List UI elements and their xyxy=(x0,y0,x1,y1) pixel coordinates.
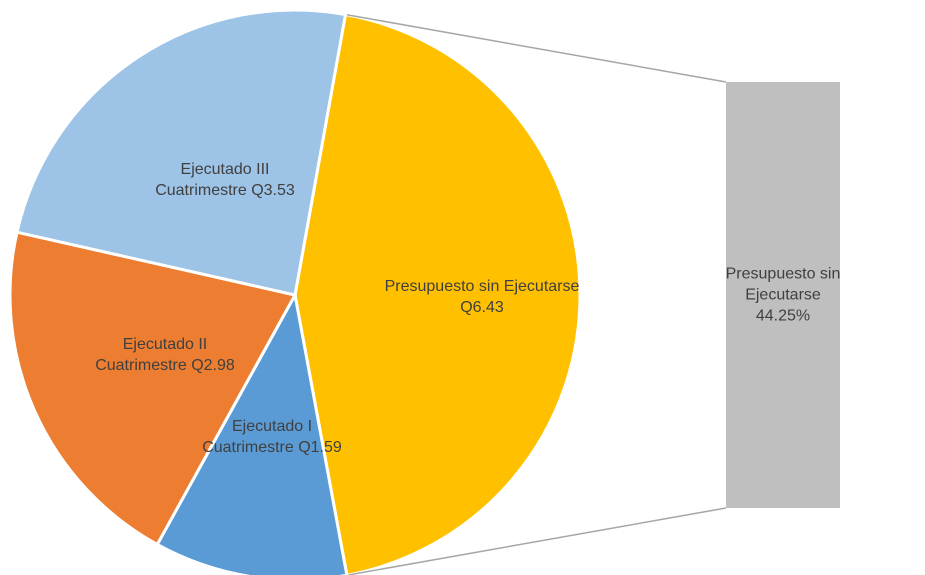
bar-label: Presupuesto sin Ejecutarse 44.25% xyxy=(724,264,842,327)
bar-value-label: 44.25% xyxy=(755,307,811,325)
pie-slice xyxy=(15,8,348,297)
pie-slice xyxy=(8,230,298,547)
bar xyxy=(726,82,840,508)
pie-slice xyxy=(293,12,582,575)
data-label: Ejecutado I Cuatrimestre Q1.59 xyxy=(202,418,342,456)
connector-line xyxy=(345,13,727,83)
pie-slice xyxy=(155,290,349,575)
data-label: Ejecutado III Cuatrimestre Q3.53 xyxy=(155,161,295,199)
data-label: Presupuesto sin Ejecutarse Q6.43 xyxy=(384,278,580,316)
bar-category: Presupuesto sin Ejecutarse xyxy=(725,265,841,304)
connector-line xyxy=(346,507,727,575)
data-label: Ejecutado II Cuatrimestre Q2.98 xyxy=(95,336,235,374)
